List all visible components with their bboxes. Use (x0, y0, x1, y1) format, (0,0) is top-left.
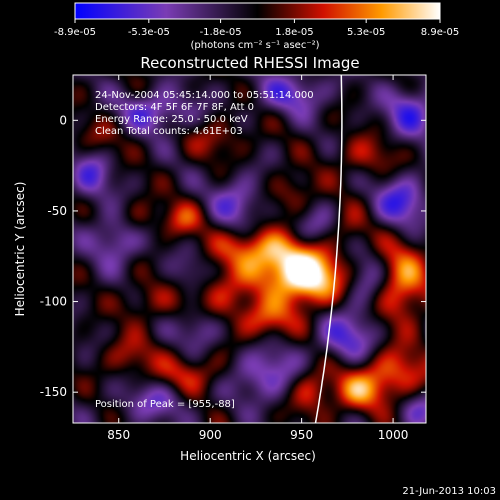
x-axis-ticks: 850 900 950 1000 (107, 75, 408, 442)
y-tick-label: 0 (59, 113, 67, 127)
colorbar-ticks: -8.9e-05 -5.3e-05 -1.8e-05 1.8e-05 5.3e-05 8.… (54, 19, 459, 38)
annotation-clean-counts: Clean Total counts: 4.61E+03 (95, 126, 243, 137)
x-axis-label: Heliocentric X (arcsec) (180, 449, 316, 463)
colorbar-tick-label: -8.9e-05 (54, 27, 96, 38)
colorbar-tick-label: -1.8e-05 (200, 27, 242, 38)
colorbar-tick-label: 8.9e-05 (421, 27, 459, 38)
annotation-time-range: 24-Nov-2004 05:45:14.000 to 05:51:14.000 (95, 90, 314, 101)
annotation-energy-range: Energy Range: 25.0 - 50.0 keV (95, 114, 248, 125)
x-tick-label: 1000 (378, 428, 409, 442)
colorbar-tick-label: 5.3e-05 (347, 27, 385, 38)
colorbar-tick-label: -5.3e-05 (128, 27, 170, 38)
plot-frame (72, 74, 427, 424)
x-tick-label: 850 (107, 428, 130, 442)
x-tick-label: 900 (199, 428, 222, 442)
colorbar-tick-label: 1.8e-05 (275, 27, 313, 38)
x-tick-label: 950 (290, 428, 313, 442)
heatmap-image (73, 75, 426, 423)
y-axis-ticks: 0 -50 -100 -150 (40, 113, 426, 399)
annotation-detectors: Detectors: 4F 5F 6F 7F 8F, Att 0 (95, 102, 254, 113)
chart-title: Reconstructed RHESSI Image (140, 54, 359, 72)
y-tick-label: -100 (40, 295, 67, 309)
solar-limb (314, 75, 343, 423)
colorbar-units: (photons cm⁻² s⁻¹ asec⁻²) (190, 40, 319, 51)
y-tick-label: -50 (47, 204, 67, 218)
colorbar (74, 2, 441, 20)
y-axis-label: Heliocentric Y (arcsec) (13, 182, 27, 317)
footer-date: 21-Jun-2013 10:03 (402, 486, 496, 497)
peak-position-label: Position of Peak = [955,-88] (95, 399, 235, 410)
y-tick-label: -150 (40, 385, 67, 399)
